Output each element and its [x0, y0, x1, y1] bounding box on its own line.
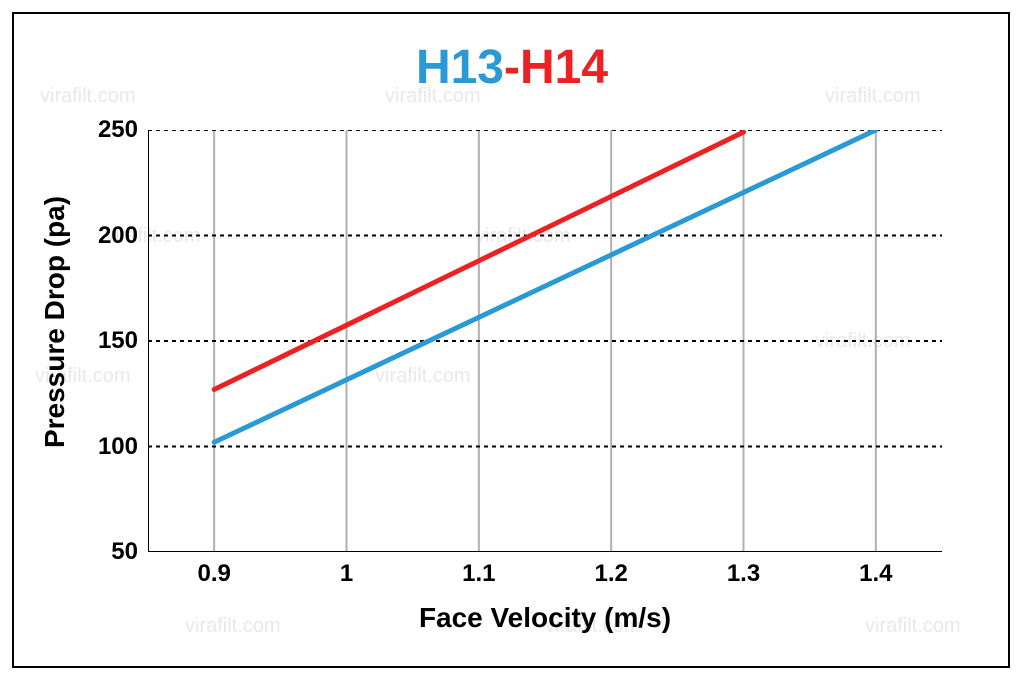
y-tick-label: 150 [78, 327, 138, 355]
x-tick-label: 1.4 [846, 560, 906, 588]
y-tick-label: 50 [78, 538, 138, 566]
title-part-dash: - [504, 41, 520, 94]
x-tick-label: 1.1 [449, 560, 509, 588]
x-axis-label: Face Velocity (m/s) [345, 602, 745, 634]
x-tick-label: 1.2 [581, 560, 641, 588]
chart-title: H13-H14 [0, 40, 1024, 95]
y-axis-label: Pressure Drop (pa) [39, 172, 71, 472]
series-H13 [214, 130, 876, 442]
title-part-h13: H13 [416, 41, 504, 94]
x-tick-label: 1 [317, 560, 377, 588]
line-chart [148, 130, 942, 552]
y-tick-label: 200 [78, 222, 138, 250]
x-tick-label: 1.3 [714, 560, 774, 588]
y-tick-label: 250 [78, 116, 138, 144]
x-tick-label: 0.9 [184, 560, 244, 588]
y-tick-label: 100 [78, 433, 138, 461]
title-part-h14: H14 [520, 41, 608, 94]
